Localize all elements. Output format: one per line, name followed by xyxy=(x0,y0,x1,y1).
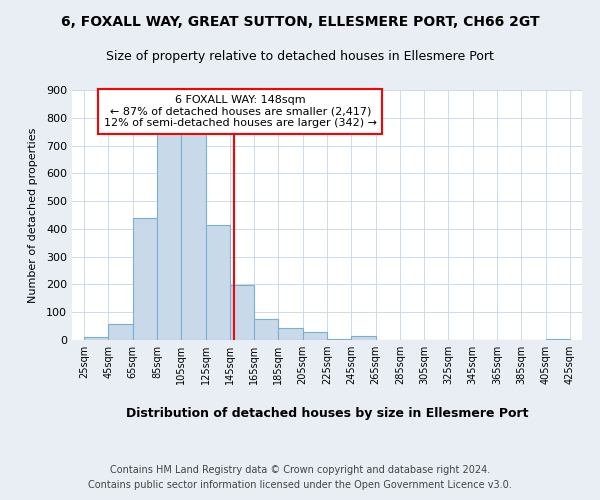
Bar xyxy=(133,218,157,340)
Text: 6, FOXALL WAY, GREAT SUTTON, ELLESMERE PORT, CH66 2GT: 6, FOXALL WAY, GREAT SUTTON, ELLESMERE P… xyxy=(61,15,539,29)
Bar xyxy=(278,328,303,340)
Text: 6 FOXALL WAY: 148sqm
← 87% of detached houses are smaller (2,417)
12% of semi-de: 6 FOXALL WAY: 148sqm ← 87% of detached h… xyxy=(104,95,377,128)
Text: Contains HM Land Registry data © Crown copyright and database right 2024.: Contains HM Land Registry data © Crown c… xyxy=(110,465,490,475)
Bar xyxy=(109,324,133,340)
Bar xyxy=(545,338,570,340)
Text: Size of property relative to detached houses in Ellesmere Port: Size of property relative to detached ho… xyxy=(106,50,494,63)
Text: Contains public sector information licensed under the Open Government Licence v3: Contains public sector information licen… xyxy=(88,480,512,490)
Bar xyxy=(351,336,376,340)
Text: Distribution of detached houses by size in Ellesmere Port: Distribution of detached houses by size … xyxy=(126,408,528,420)
Bar xyxy=(181,132,206,340)
Bar xyxy=(84,337,109,340)
Y-axis label: Number of detached properties: Number of detached properties xyxy=(28,128,38,302)
Bar xyxy=(327,338,351,340)
Bar xyxy=(254,319,278,340)
Bar xyxy=(157,132,181,340)
Bar xyxy=(230,285,254,340)
Bar xyxy=(303,332,327,340)
Bar xyxy=(206,226,230,340)
